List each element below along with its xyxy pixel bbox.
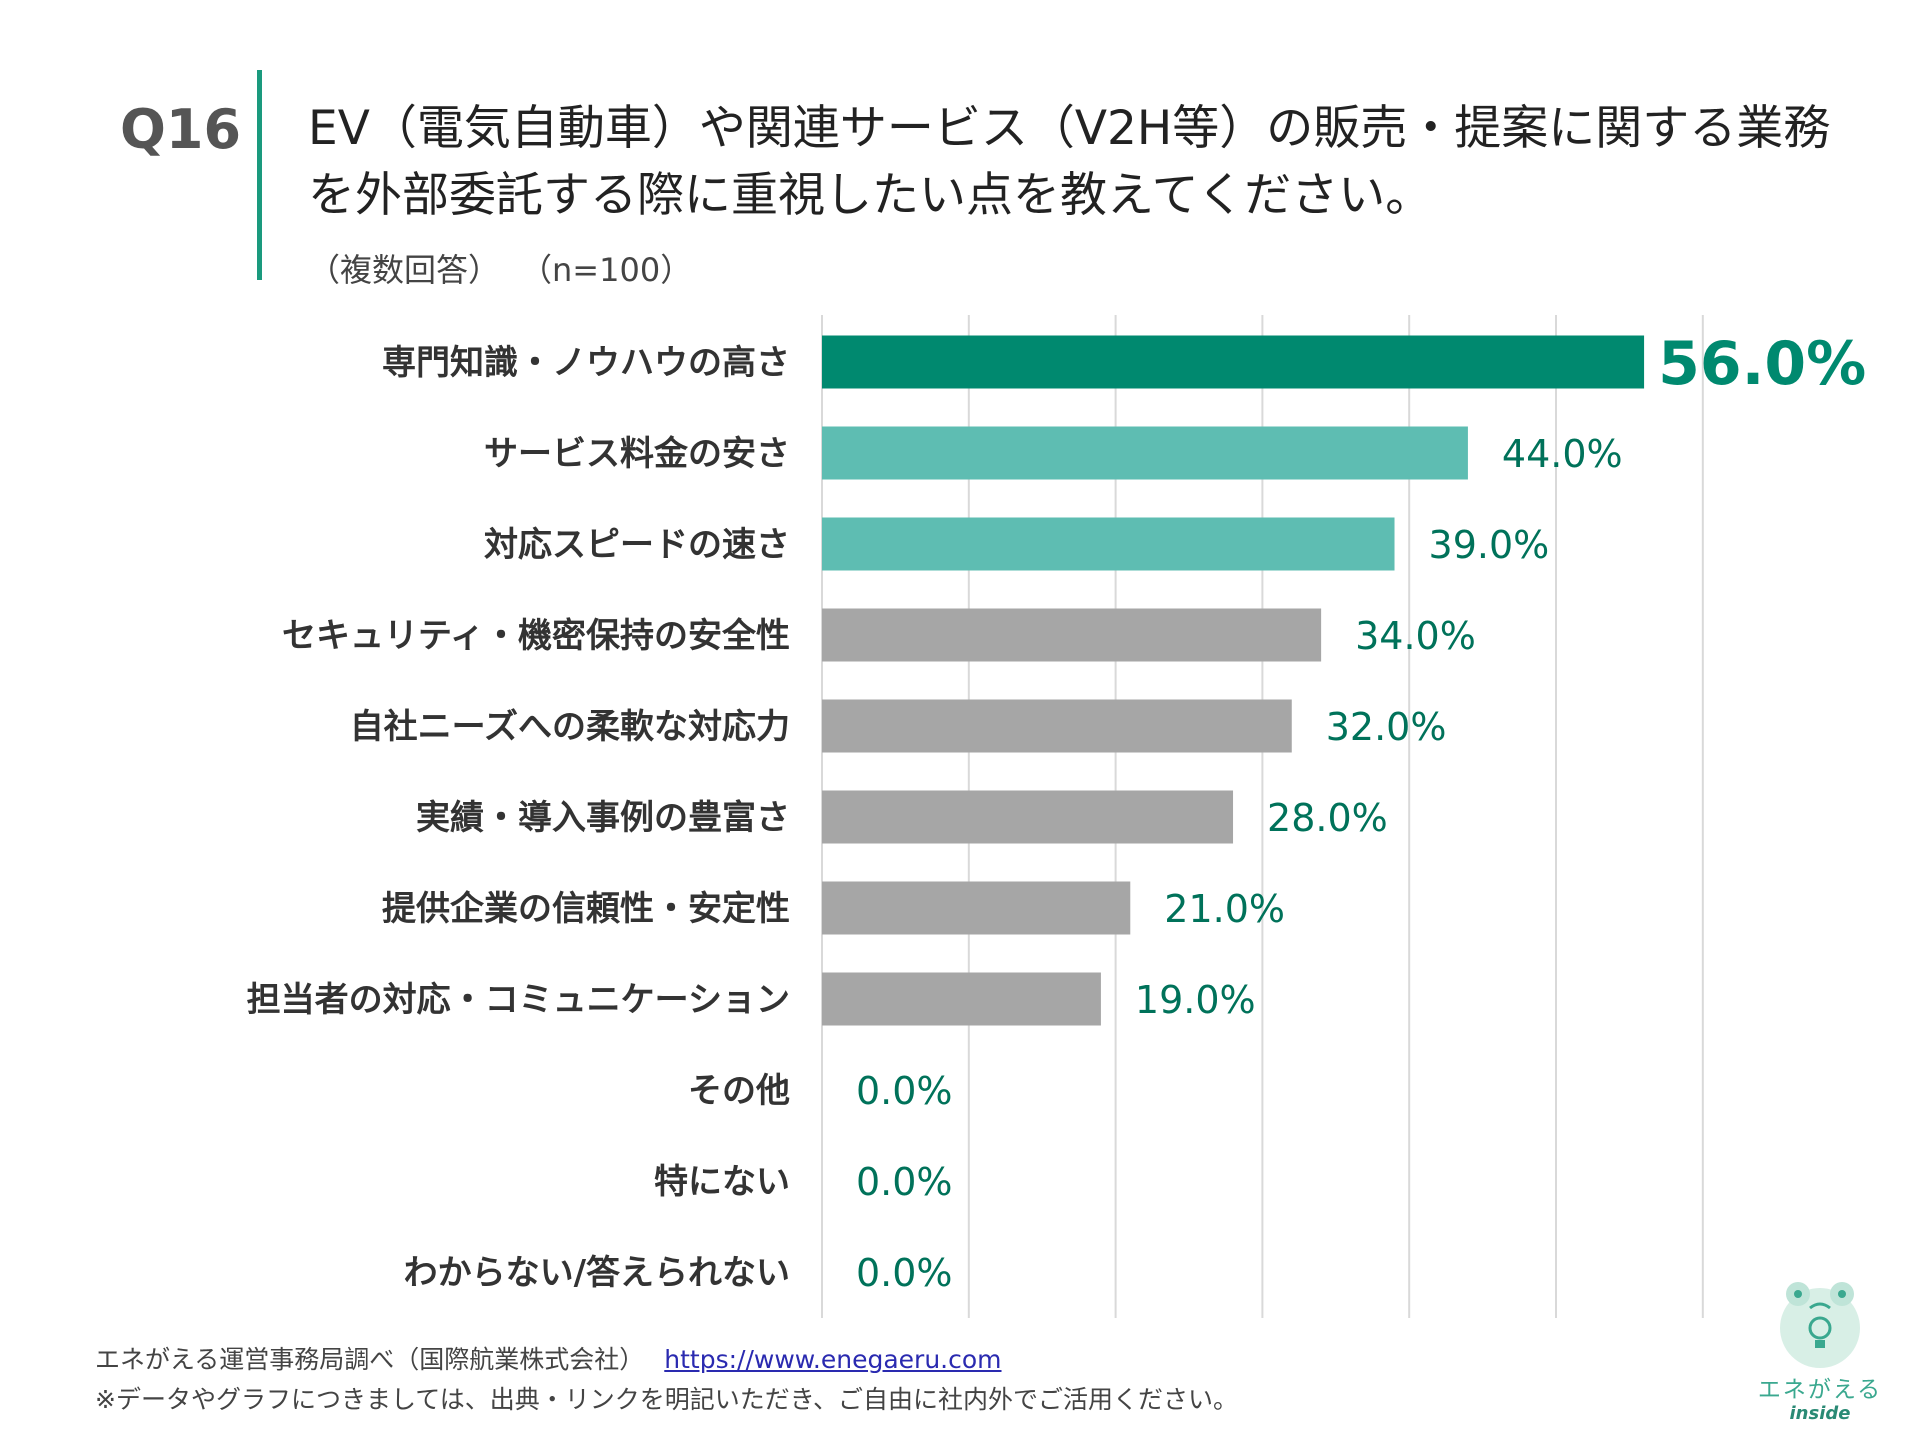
footer: エネがえる運営事務局調べ（国際航業株式会社） https://www.enegae…: [95, 1340, 1238, 1420]
usage-note: ※データやグラフにつきましては、出典・リンクを明記いただき、ご自由に社内外でご活…: [95, 1385, 1238, 1414]
frog-lightbulb-icon: [1780, 1282, 1860, 1368]
value-label: 21.0%: [1164, 887, 1285, 931]
question-subtitle: （複数回答） （n=100）: [308, 245, 692, 291]
question-title-line2: を外部委託する際に重視したい点を教えてください。: [308, 168, 1433, 223]
bar: [822, 881, 1131, 935]
bar: [822, 426, 1468, 480]
value-label: 39.0%: [1429, 523, 1550, 567]
grid-layer: [821, 315, 1704, 1318]
value-label: 28.0%: [1267, 796, 1388, 840]
bar-chart: 専門知識・ノウハウの高さ 56.0% サービス料金の安さ 44.0% 対応スピードの速さ…: [247, 315, 1867, 1318]
category-label: その他: [688, 1071, 790, 1111]
bar: [822, 790, 1234, 844]
value-label: 0.0%: [856, 1160, 953, 1204]
label-layer: 専門知識・ノウハウの高さ 56.0% サービス料金の安さ 44.0% 対応スピードの速さ…: [247, 329, 1867, 1295]
category-label: 自社ニーズへの柔軟な対応力: [350, 707, 790, 747]
bar-layer: [822, 335, 1645, 1026]
source-text: エネがえる運営事務局調べ（国際航業株式会社）: [95, 1345, 645, 1374]
value-label: 56.0%: [1658, 329, 1866, 399]
category-label: 担当者の対応・コミュニケーション: [247, 980, 790, 1020]
category-label: わからない/答えられない: [404, 1253, 790, 1293]
category-label: 対応スピードの速さ: [484, 525, 790, 565]
logo-name: エネがえる: [1757, 1377, 1883, 1403]
title-divider: [257, 70, 262, 280]
category-label: 特にない: [654, 1162, 790, 1202]
source-line: エネがえる運営事務局調べ（国際航業株式会社） https://www.enegae…: [95, 1340, 1238, 1380]
value-label: 32.0%: [1326, 705, 1447, 749]
category-label: サービス料金の安さ: [484, 434, 790, 474]
bar: [822, 335, 1645, 389]
category-label: 実績・導入事例の豊富さ: [416, 798, 790, 838]
value-label: 0.0%: [856, 1251, 953, 1295]
answer-type-note: （複数回答）: [308, 251, 501, 289]
value-label: 44.0%: [1502, 432, 1623, 476]
value-label: 19.0%: [1135, 978, 1256, 1022]
bar: [822, 608, 1322, 662]
value-label: 0.0%: [856, 1069, 953, 1113]
bar: [822, 517, 1395, 571]
question-title: EV（電気自動車）や関連サービス（V2H等）の販売・提案に関する業務 を外部委託…: [308, 95, 1908, 229]
bar: [822, 972, 1101, 1026]
category-label: 専門知識・ノウハウの高さ: [382, 343, 790, 383]
logo-sub: inside: [1789, 1403, 1851, 1424]
value-label: 34.0%: [1355, 614, 1476, 658]
sample-size: （n=100）: [536, 251, 693, 289]
category-label: セキュリティ・機密保持の安全性: [282, 616, 790, 656]
question-title-line1: EV（電気自動車）や関連サービス（V2H等）の販売・提案に関する業務: [308, 101, 1831, 156]
question-number: Q16: [120, 98, 242, 161]
bar: [822, 699, 1292, 753]
source-link[interactable]: https://www.enegaeru.com: [664, 1345, 1002, 1374]
category-label: 提供企業の信頼性・安定性: [382, 889, 790, 929]
logo: エネがえる inside: [1740, 1270, 1900, 1430]
